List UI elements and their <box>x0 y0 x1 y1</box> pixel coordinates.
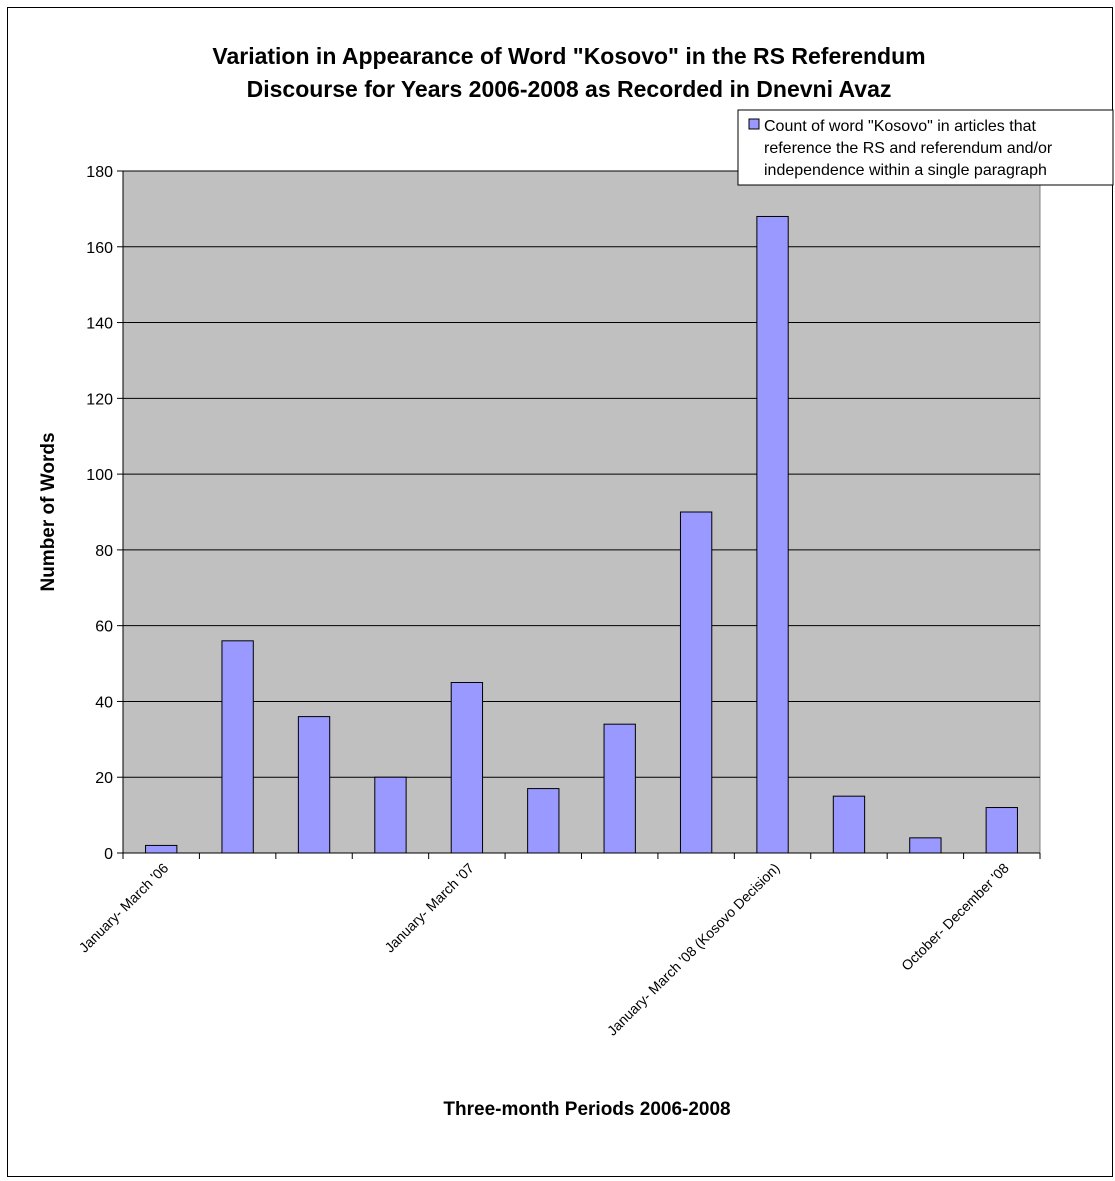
x-tick-label-4: January- March '07 <box>381 860 477 956</box>
y-tick-label-160: 160 <box>86 240 113 257</box>
axes <box>117 170 1041 859</box>
y-tick-labels: 0 20 40 60 80 100 120 140 160 180 <box>86 164 113 863</box>
y-tick-label-20: 20 <box>95 770 113 787</box>
chart-title-line-2: Discourse for Years 2006-2008 as Recorde… <box>247 76 892 102</box>
x-tick-label-8: January- March '08 (Kosovo Decision) <box>604 860 783 1039</box>
y-tick-label-0: 0 <box>104 846 113 863</box>
bar-5 <box>527 788 560 854</box>
bar-0 <box>145 844 178 854</box>
bar-9 <box>832 795 866 854</box>
x-tick-labels: January- March '06 January- March '07 Janu… <box>76 860 1012 1039</box>
bar-7 <box>679 511 713 854</box>
y-tick-label-40: 40 <box>95 694 113 711</box>
y-tick-label-80: 80 <box>95 543 113 560</box>
y-tick-label-120: 120 <box>86 391 113 408</box>
y-tick-label-140: 140 <box>86 316 113 333</box>
bar-1 <box>221 640 254 854</box>
legend-box <box>737 109 1114 186</box>
chart-title-line-1: Variation in Appearance of Word "Kosovo"… <box>212 43 925 69</box>
bar-10 <box>909 837 942 854</box>
x-axis-label: Three-month Periods 2006-2008 <box>443 1099 730 1120</box>
y-tick-label-60: 60 <box>95 619 113 636</box>
y-tick-label-100: 100 <box>86 467 113 484</box>
bar-6 <box>603 723 636 854</box>
bar-8 <box>756 215 789 854</box>
y-axis-label: Number of Words <box>38 432 59 591</box>
bar-11 <box>985 807 1018 854</box>
legend: Count of word "Kosovo" in articles that … <box>737 109 1114 186</box>
y-tick-label-180: 180 <box>86 164 113 181</box>
bars <box>145 215 1018 854</box>
legend-label-line-1: Count of word "Kosovo" in articles that <box>764 118 1036 135</box>
legend-label-line-3: independence within a single paragraph <box>764 162 1047 179</box>
bar-3 <box>374 776 407 854</box>
x-tick-label-11: October- December '08 <box>898 860 1012 974</box>
legend-label-line-2: reference the RS and referendum and/or <box>764 140 1053 157</box>
x-tick-label-0: January- March '06 <box>76 860 172 956</box>
chart-frame <box>7 7 1113 1177</box>
bar-2 <box>297 716 331 854</box>
bar-4 <box>450 682 484 854</box>
legend-swatch <box>748 118 760 130</box>
plot-area <box>122 170 1041 854</box>
